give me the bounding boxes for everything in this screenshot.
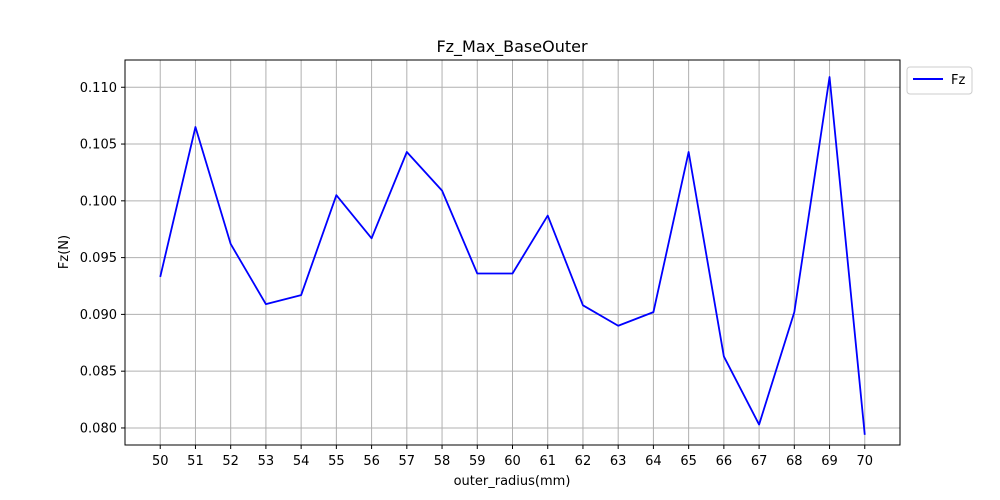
series-layer — [159, 76, 866, 435]
x-tick-label: 65 — [680, 454, 697, 469]
legend-label-fz: Fz — [951, 73, 965, 88]
x-axis: 50 51 52 53 54 55 56 57 58 59 60 61 62 63 64 65 66 67 68 69… — [152, 445, 873, 469]
y-tick-label: 0.110 — [80, 81, 117, 96]
legend-box — [906, 66, 973, 95]
x-tick-label: 64 — [645, 454, 662, 469]
y-tick-label: 0.105 — [80, 138, 117, 153]
x-tick-label: 52 — [222, 454, 239, 469]
y-tick-label: 0.085 — [80, 365, 117, 380]
x-axis-label: outer_radius(mm) — [454, 474, 571, 489]
x-tick-label: 68 — [786, 454, 803, 469]
legend: Fz — [906, 66, 973, 95]
x-tick-label: 56 — [363, 454, 380, 469]
x-tick-label: 57 — [399, 454, 416, 469]
y-tick-label: 0.090 — [80, 308, 117, 323]
x-tick-label: 50 — [152, 454, 169, 469]
x-tick-label: 61 — [539, 454, 556, 469]
x-tick-label: 59 — [469, 454, 486, 469]
x-tick-label: 62 — [575, 454, 592, 469]
x-tick-label: 63 — [610, 454, 627, 469]
x-tick-label: 67 — [751, 454, 768, 469]
x-tick-label: 66 — [716, 454, 733, 469]
y-axis-label: Fz(N) — [57, 235, 72, 269]
x-tick-label: 53 — [258, 454, 275, 469]
y-tick-label: 0.080 — [80, 421, 117, 436]
y-tick-label: 0.100 — [80, 194, 117, 209]
x-tick-label: 54 — [293, 454, 310, 469]
chart-title: Fz_Max_BaseOuter — [436, 37, 587, 57]
x-tick-label: 51 — [187, 454, 204, 469]
x-tick-label: 58 — [434, 454, 451, 469]
y-tick-label: 0.095 — [80, 251, 117, 266]
y-axis: 0.080 0.085 0.090 0.095 0.100 0.105 0.110 — [80, 81, 125, 436]
x-tick-label: 70 — [856, 454, 873, 469]
grid — [125, 60, 900, 445]
x-tick-label: 69 — [821, 454, 838, 469]
x-tick-label: 60 — [504, 454, 521, 469]
x-tick-label: 55 — [328, 454, 345, 469]
